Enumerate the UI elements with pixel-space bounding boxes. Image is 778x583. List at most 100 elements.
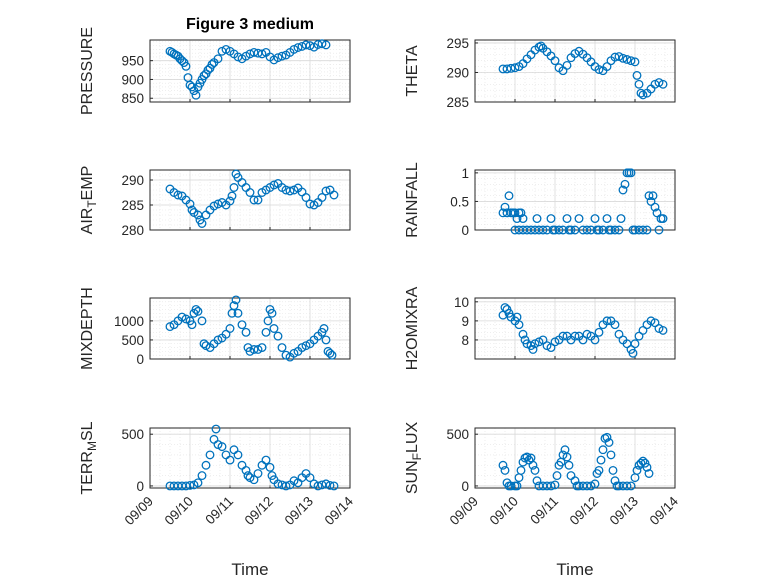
data-point [233,308,243,318]
axis-frame [149,297,351,360]
data-point [301,40,311,50]
data-point [257,49,267,59]
data-point [173,190,183,200]
data-point [516,465,526,475]
data-point [566,225,576,235]
y-axis-label: MIXDEPTH [79,287,96,370]
data-point [626,56,636,66]
data-point [321,335,331,345]
data-point [630,339,640,349]
y-tick-label: 900 [121,72,144,87]
data-point [273,479,283,489]
data-point [516,208,526,218]
y-axis-label: PRESSURE [79,27,96,115]
y-tick-label: 500 [121,333,144,348]
data-point [261,327,271,337]
data-point [285,186,295,196]
data-point [562,452,572,462]
data-point [564,460,574,470]
data-point [327,350,337,360]
data-point [570,331,580,341]
data-point [546,481,556,491]
data-point [532,214,542,224]
data-point [642,225,652,235]
figure-title: Figure 3 medium [186,16,314,33]
data-point [594,225,604,235]
data-point [628,348,638,358]
data-point [536,41,546,51]
data-point [654,225,664,235]
data-point [193,478,203,488]
data-point [630,57,640,67]
data-point [305,199,315,209]
data-point [293,43,303,52]
subplot-6: 8 9 10 H2OMIXRA [404,286,676,370]
data-point [253,195,263,205]
data-point [644,191,654,201]
x-tick-label: 09/11 [202,494,236,528]
data-point [550,56,560,66]
data-point [510,63,520,73]
data-point [253,469,263,478]
data-point [618,53,628,63]
data-point [574,214,584,224]
data-point [229,183,239,192]
x-tick-label: 09/10 [162,494,197,529]
x-tick-label: 09/14 [647,493,682,528]
data-point [187,205,197,215]
data-point [265,462,275,472]
data-point [594,465,604,475]
y-tick-label: 0.5 [450,194,469,209]
data-point [187,320,197,330]
data-point [638,456,648,466]
subplot-2: 285 290 295 THETA [404,36,676,110]
data-point [512,481,522,491]
data-point [602,316,612,326]
data-point [506,63,516,73]
y-tick-label: 0 [461,479,469,494]
data-point [273,331,283,341]
axis-frame [474,427,676,489]
y-tick-label: 0 [461,223,469,238]
data-point [626,481,636,491]
x-tick-label: 09/13 [607,494,642,529]
y-tick-label: 295 [446,36,469,51]
y-axis-label: RAINFALL [404,162,421,238]
data-point [217,442,227,452]
y-axis-label: H2OMIXRA [404,286,421,370]
data-point [518,214,528,224]
y-tick-label: 290 [121,173,144,188]
data-point [245,188,255,197]
y-tick-label: 285 [446,95,469,110]
data-point [510,208,520,218]
data-point [638,225,648,235]
x-tick-label: 09/09 [122,494,157,529]
y-tick-label: 280 [121,223,144,238]
subplot-5: 0 500 1000 MIXDEPTH [79,287,351,370]
data-point [582,481,592,491]
x-tick-label: 09/13 [282,494,317,529]
x-tick-label: 09/12 [242,494,277,529]
y-tick-label: 500 [121,427,144,442]
data-point [650,202,660,212]
data-point [269,180,279,190]
data-point [241,465,251,475]
data-point [207,59,217,69]
data-point [257,343,267,353]
y-axis-label: AIRTEMP [79,166,99,235]
data-point [231,295,241,305]
y-tick-label: 8 [461,333,469,348]
data-point [648,191,658,201]
data-point [243,471,253,481]
data-point [321,479,331,489]
y-axis-label: THETA [404,45,421,97]
data-point [654,78,664,87]
data-point [658,325,668,335]
axis-frame [474,297,676,360]
y-axis-label: TERRMSL [79,421,99,494]
subplot-7: 09/09 09/10 09/11 09/12 09/13 09/14 0 500 TERRMS… [79,421,356,579]
axis-frame [474,39,676,103]
data-point [269,324,279,333]
data-point [546,214,556,224]
